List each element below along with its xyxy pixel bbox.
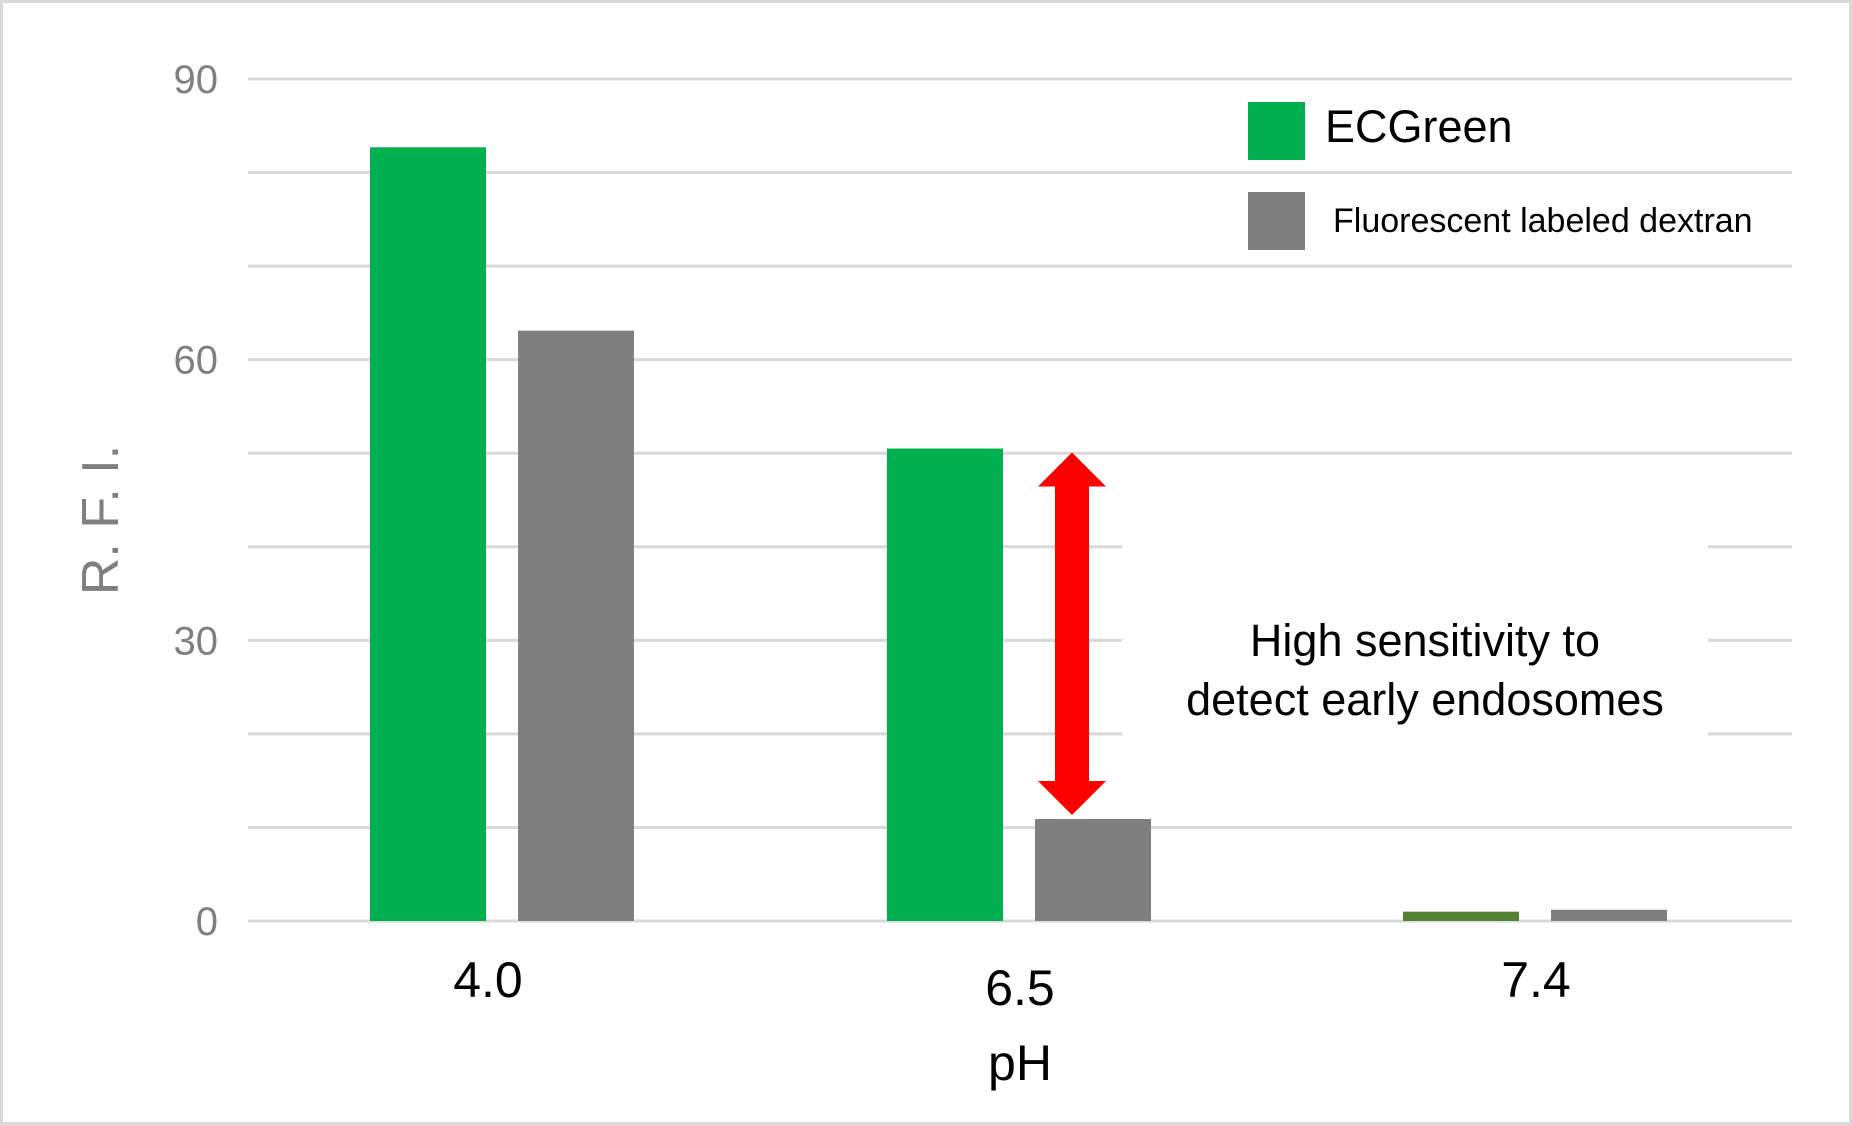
annotation: High sensitivity to detect early endosom… [1038, 452, 1708, 816]
legend-swatch-ecgreen [1248, 102, 1305, 160]
y-axis-title: R. F. I. [72, 445, 130, 595]
bar-ecgreen-6.5 [887, 448, 1003, 921]
bar-dextran-6.5 [1035, 819, 1151, 921]
x-axis-ticks: 4.0 6.5 7.4 [453, 952, 1571, 1016]
x-tick-label: 4.0 [453, 952, 523, 1008]
legend-swatch-dextran [1248, 192, 1305, 250]
legend-label-dextran: Fluorescent labeled dextran [1333, 202, 1753, 240]
y-tick-label: 60 [174, 339, 219, 383]
bars [370, 147, 1667, 922]
sensitivity-arrow [1038, 452, 1106, 816]
bar-dextran-4.0 [518, 330, 634, 922]
bar-ecgreen-4.0 [370, 147, 486, 922]
y-axis-ticks: 0 30 60 90 [174, 58, 219, 944]
bar-ecgreen-7.4 [1403, 911, 1519, 921]
x-tick-label: 6.5 [985, 960, 1055, 1016]
annotation-line-1: High sensitivity to [1250, 615, 1600, 666]
annotation-background [1122, 545, 1708, 745]
legend-label-ecgreen: ECGreen [1325, 101, 1513, 152]
y-tick-label: 30 [174, 619, 219, 663]
gridlines [248, 77, 1792, 923]
x-tick-label: 7.4 [1501, 952, 1571, 1008]
y-tick-label: 90 [174, 58, 219, 102]
x-axis-title: pH [988, 1035, 1052, 1091]
bar-dextran-7.4 [1551, 909, 1667, 921]
legend: ECGreen Fluorescent labeled dextran [1248, 101, 1753, 250]
y-tick-label: 0 [196, 900, 218, 944]
annotation-line-2: detect early endosomes [1186, 674, 1664, 725]
